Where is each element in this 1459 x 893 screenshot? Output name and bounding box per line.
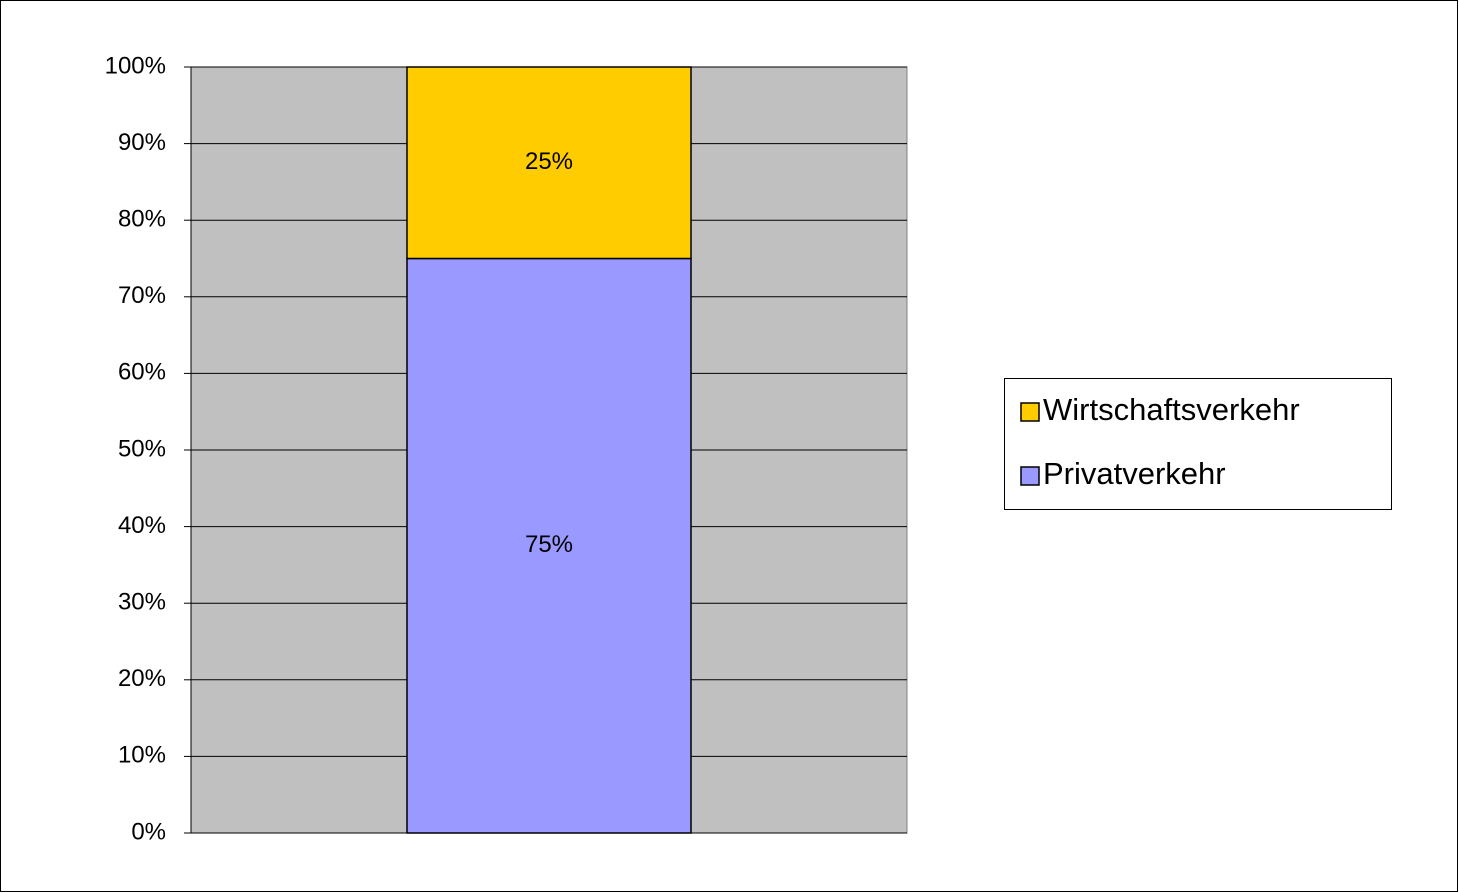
y-tick-label: 100% <box>105 52 166 79</box>
legend-swatch <box>1020 402 1040 422</box>
y-tick-label: 70% <box>118 282 166 309</box>
legend-swatch <box>1020 466 1040 486</box>
y-tick-label: 60% <box>118 359 166 386</box>
y-tick-label: 40% <box>118 512 166 539</box>
y-tick-label: 50% <box>118 435 166 462</box>
data-label: 25% <box>525 148 573 175</box>
y-tick-label: 10% <box>118 742 166 769</box>
bar-segment <box>406 257 692 834</box>
legend-box <box>1004 378 1392 510</box>
data-label: 75% <box>525 531 573 558</box>
y-tick-label: 0% <box>131 818 166 845</box>
y-tick-label: 90% <box>118 129 166 156</box>
y-tick-label: 30% <box>118 589 166 616</box>
legend-label: Wirtschaftsverkehr <box>1043 392 1300 427</box>
y-tick-label: 80% <box>118 206 166 233</box>
bar-segment <box>406 66 692 260</box>
legend-label: Privatverkehr <box>1043 456 1226 491</box>
y-tick-label: 20% <box>118 665 166 692</box>
